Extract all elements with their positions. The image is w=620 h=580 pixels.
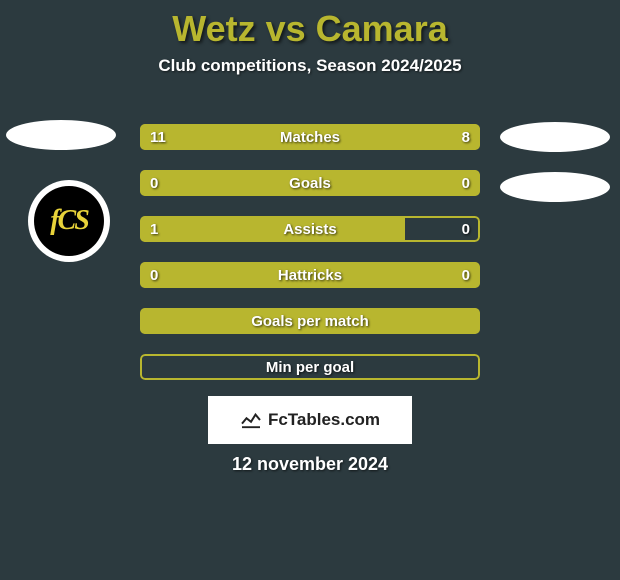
club-right-placeholder: [500, 172, 610, 202]
attribution-badge: FcTables.com: [208, 396, 412, 444]
infographic-container: Wetz vs Camara Club competitions, Season…: [0, 0, 620, 580]
bar-value-left: 0: [140, 170, 168, 196]
attribution-text: FcTables.com: [268, 410, 380, 430]
title: Wetz vs Camara: [0, 0, 620, 50]
bar-label: Hattricks: [140, 262, 480, 288]
bar-label: Matches: [140, 124, 480, 150]
comparison-bars: Matches118Goals00Assists10Hattricks00Goa…: [140, 124, 480, 400]
stat-row-goals-per-match: Goals per match: [140, 308, 480, 334]
stat-row-matches: Matches11 8: [140, 124, 480, 150]
bar-value-left: 1: [140, 216, 168, 242]
bar-value-right: 0: [452, 216, 480, 242]
bar-label: Goals: [140, 170, 480, 196]
bar-label: Goals per match: [140, 308, 480, 334]
club-left-logo-inner: fCS: [34, 186, 104, 256]
chart-icon: [240, 411, 262, 429]
stat-row-min-per-goal: Min per goal: [140, 354, 480, 380]
stat-row-hattricks: Hattricks0 0: [140, 262, 480, 288]
bar-value-right: 8: [452, 124, 480, 150]
date-text: 12 november 2024: [0, 454, 620, 475]
player-left-avatar-placeholder: [6, 120, 116, 150]
bar-value-left: 11: [140, 124, 176, 150]
bar-value-right: 0: [452, 262, 480, 288]
club-left-logo-text: fCS: [50, 205, 88, 237]
player-right-avatar-placeholder: [500, 122, 610, 152]
club-left-logo: fCS: [28, 180, 110, 262]
stat-row-assists: Assists1 0: [140, 216, 480, 242]
bar-value-left: 0: [140, 262, 168, 288]
stat-row-goals: Goals0 0: [140, 170, 480, 196]
bar-label: Assists: [140, 216, 480, 242]
subtitle: Club competitions, Season 2024/2025: [0, 56, 620, 76]
bar-value-right: 0: [452, 170, 480, 196]
bar-label: Min per goal: [140, 354, 480, 380]
